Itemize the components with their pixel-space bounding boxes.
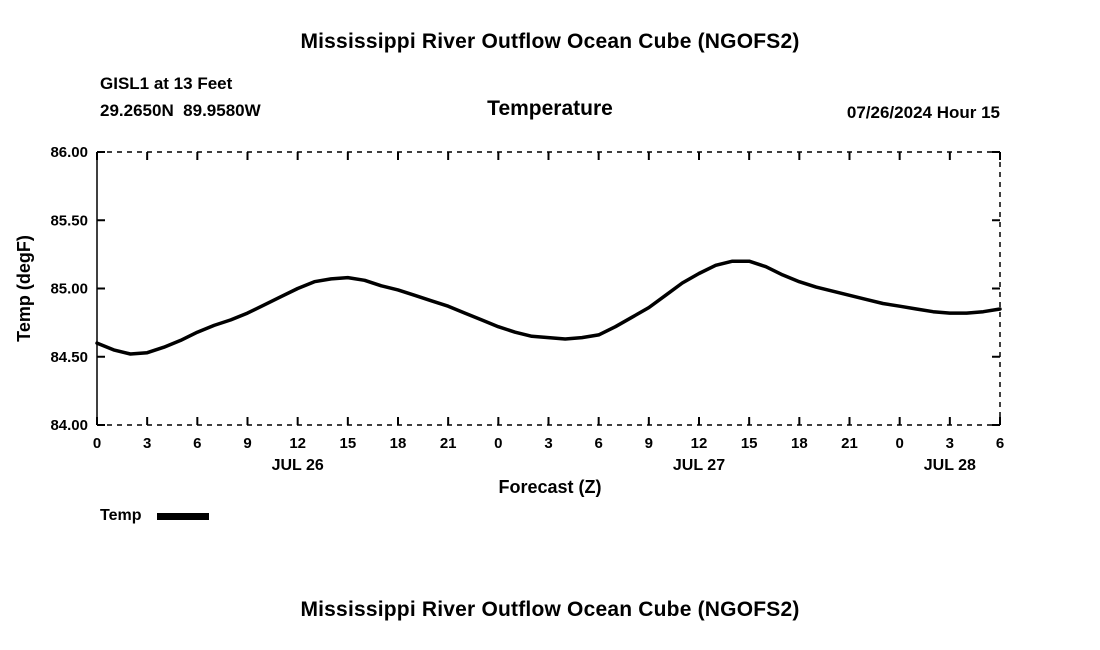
svg-text:0: 0 [895,435,903,452]
legend-label: Temp [100,507,142,524]
svg-text:3: 3 [143,435,151,452]
svg-text:85.00: 85.00 [50,281,88,298]
svg-text:6: 6 [193,435,201,452]
svg-text:84.50: 84.50 [50,349,88,366]
svg-text:Temp (degF): Temp (degF) [14,235,34,342]
svg-text:86.00: 86.00 [50,144,88,161]
svg-text:6: 6 [594,435,602,452]
svg-text:6: 6 [996,435,1004,452]
station-coordinates: 29.2650N 89.9580W [100,101,261,120]
svg-text:9: 9 [243,435,251,452]
svg-text:0: 0 [494,435,502,452]
svg-text:84.00: 84.00 [50,417,88,434]
svg-text:12: 12 [289,435,306,452]
svg-text:15: 15 [339,435,356,452]
svg-text:3: 3 [946,435,954,452]
svg-text:JUL 26: JUL 26 [272,457,324,474]
svg-text:0: 0 [93,435,101,452]
legend-line-swatch [157,512,210,520]
footer-title: Mississippi River Outflow Ocean Cube (NG… [300,598,800,621]
svg-text:3: 3 [544,435,552,452]
svg-text:9: 9 [645,435,653,452]
svg-text:15: 15 [741,435,758,452]
page-title: Mississippi River Outflow Ocean Cube (NG… [300,30,800,53]
svg-text:18: 18 [390,435,407,452]
svg-text:21: 21 [440,435,457,452]
forecast-datetime: 07/26/2024 Hour 15 [846,103,1000,122]
x-axis-title: Forecast (Z) [498,477,602,497]
svg-text:21: 21 [841,435,858,452]
station-name: GISL1 at 13 Feet [100,74,233,93]
svg-text:12: 12 [691,435,708,452]
temperature-line-chart: 0 3 6 9 12 15 18 21 0 3 6 9 12 15 18 21 0 3 6 84.00 84.50 85.… [14,144,1004,474]
svg-text:18: 18 [791,435,808,452]
svg-text:JUL 27: JUL 27 [673,457,725,474]
legend: Temp [100,507,210,525]
svg-text:JUL 28: JUL 28 [924,457,976,474]
chart-subtitle: Temperature [487,97,613,120]
svg-text:85.50: 85.50 [50,212,88,229]
